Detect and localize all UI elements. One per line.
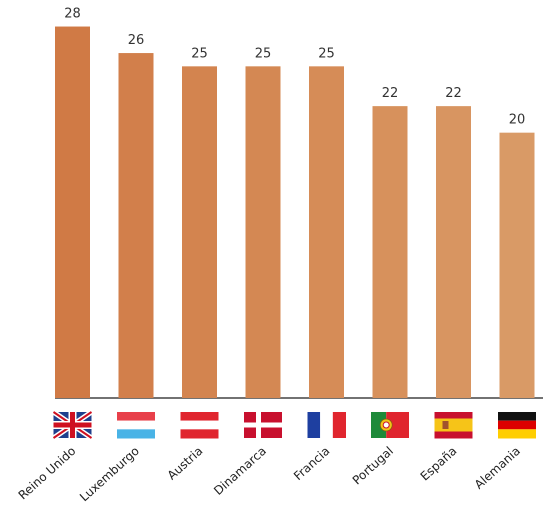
bar-1: [55, 26, 90, 399]
bar-2: [118, 53, 154, 399]
denmark-flag-icon: [244, 412, 282, 438]
austria-flag-icon: [180, 412, 219, 439]
france-flag-icon: [307, 412, 346, 438]
value-label-2: 26: [128, 33, 145, 48]
bar-4: [245, 66, 281, 398]
category-label-2: Luxemburgo: [77, 444, 142, 504]
category-label-8: Alemania: [472, 444, 523, 492]
category-label-7: España: [418, 444, 460, 484]
uk-flag-icon: [52, 409, 93, 441]
spain-flag-icon: [434, 412, 473, 439]
category-label-3: Austria: [165, 444, 206, 483]
value-label-1: 28: [64, 7, 81, 22]
category-label-1: Reino Unido: [16, 444, 79, 503]
category-label-5: Francia: [291, 444, 332, 483]
category-label-4: Dinamarca: [211, 444, 269, 498]
germany-flag-icon: [498, 412, 536, 439]
bar-6: [372, 106, 408, 398]
value-label-6: 22: [382, 86, 399, 101]
category-label-6: Portugal: [350, 444, 396, 488]
bar-7: [436, 106, 471, 398]
bar-3: [182, 66, 217, 398]
value-label-5: 25: [318, 46, 335, 61]
value-label-3: 25: [191, 46, 208, 61]
value-label-8: 20: [509, 113, 526, 128]
portugal-flag-icon: [371, 412, 409, 438]
value-label-7: 22: [445, 86, 462, 101]
bar-8: [499, 132, 535, 398]
value-label-4: 25: [255, 46, 272, 61]
luxembourg-flag-icon: [117, 412, 155, 439]
bar-5: [309, 66, 344, 398]
